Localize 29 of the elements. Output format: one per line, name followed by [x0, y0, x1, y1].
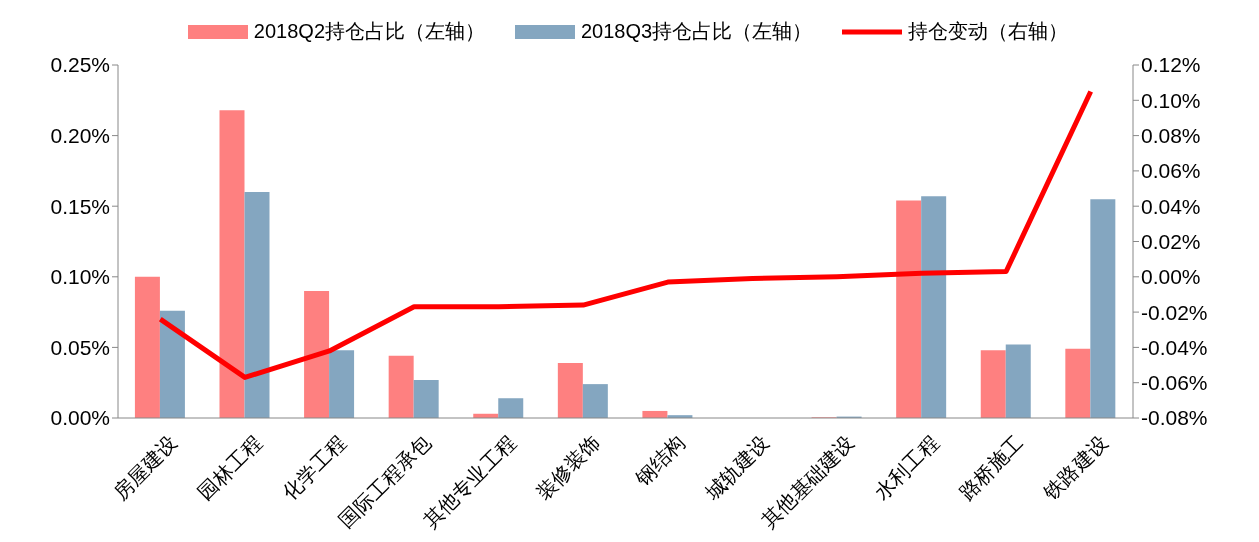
- x-tick-label: 城轨建设: [700, 431, 774, 505]
- y2-tick-label: 0.00%: [1141, 265, 1201, 289]
- y2-tick-label: 0.04%: [1141, 194, 1201, 218]
- legend-label: 2018Q3持仓占比（左轴）: [581, 19, 813, 44]
- y2-tick-label: 0.12%: [1141, 53, 1201, 77]
- x-tick-label: 路桥施工: [955, 431, 1028, 504]
- y2-tick-label: 0.02%: [1141, 229, 1201, 253]
- y-tick-label: 0.05%: [50, 335, 110, 359]
- y2-tick-label: -0.08%: [1141, 406, 1208, 430]
- legend-label: 持仓变动（右轴）: [908, 19, 1069, 44]
- y-tick-label: 0.00%: [50, 406, 110, 430]
- y-tick-label: 0.25%: [50, 53, 110, 77]
- x-tick-label: 钢结构: [630, 431, 689, 491]
- y2-tick-label: -0.04%: [1141, 335, 1208, 359]
- y2-tick-label: -0.02%: [1141, 300, 1208, 324]
- x-tick-label: 房屋建设: [109, 431, 182, 504]
- y2-tick-label: 0.06%: [1141, 159, 1201, 183]
- y-tick-label: 0.10%: [50, 265, 110, 289]
- x-tick-label: 铁路建设: [1038, 431, 1112, 505]
- x-tick-label: 化学工程: [278, 431, 351, 504]
- y2-tick-label: 0.08%: [1141, 124, 1201, 148]
- y2-tick-label: 0.10%: [1141, 88, 1201, 112]
- y2-tick-label: -0.06%: [1141, 371, 1208, 395]
- x-tick-label: 园林工程: [193, 431, 266, 504]
- y-tick-label: 0.15%: [50, 194, 110, 218]
- x-tick-label: 水利工程: [870, 431, 943, 504]
- legend-label: 2018Q2持仓占比（左轴）: [253, 19, 485, 44]
- y-tick-label: 0.20%: [50, 124, 110, 148]
- x-tick-label: 装修装饰: [532, 431, 605, 504]
